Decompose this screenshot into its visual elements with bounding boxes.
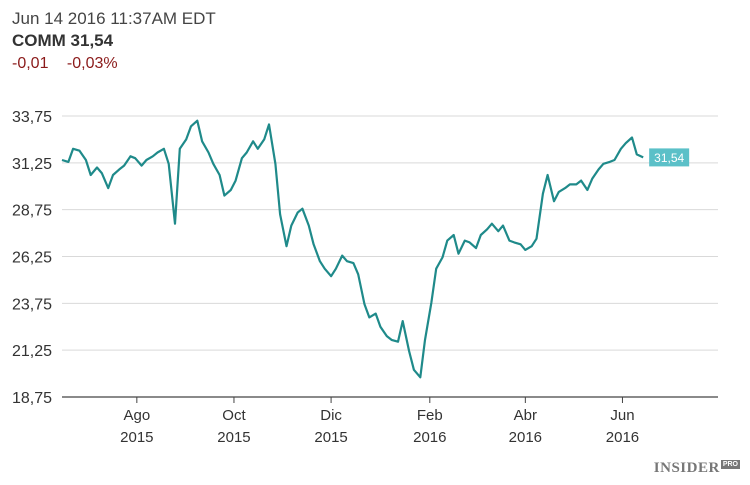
- y-axis: 33,75 31,25 28,75 26,25 23,75 21,25 18,75: [12, 109, 52, 407]
- y-tick-label: 23,75: [12, 296, 52, 313]
- y-tick-label: 28,75: [12, 203, 52, 220]
- x-tick-label: 2015: [217, 429, 250, 446]
- change-absolute: -0,01: [12, 55, 49, 72]
- insider-pro-logo: INSIDER PRO: [653, 460, 740, 476]
- last-price-badge-bg: [649, 148, 690, 167]
- x-axis: Ago 2015 Oct 2015 Dic 2015 Feb 2016 Abr 2016 Jun 20…: [120, 397, 639, 446]
- x-tick-label: Abr: [514, 407, 537, 424]
- x-tick-label: 2016: [606, 429, 639, 446]
- change-percent: -0,03%: [66, 55, 118, 72]
- x-tick-label: Ago: [123, 407, 150, 424]
- price-line: [61, 119, 644, 379]
- y-tick-label: 33,75: [12, 109, 52, 126]
- last-price-badge: 31,54: [649, 148, 690, 167]
- x-tick-label: 2016: [413, 429, 446, 446]
- price-change: -0,01 -0,03%: [12, 52, 216, 76]
- x-tick-label: 2016: [509, 429, 542, 446]
- grid-lines: [62, 115, 718, 398]
- y-tick-label: 21,25: [12, 343, 52, 360]
- y-tick-label: 26,25: [12, 250, 52, 267]
- x-tick-label: Jun: [610, 407, 634, 424]
- x-tick-label: Feb: [417, 407, 443, 424]
- timestamp: Jun 14 2016 11:37AM EDT: [12, 9, 216, 28]
- ticker-price: COMM 31,54: [12, 31, 114, 50]
- x-tick-label: Dic: [320, 407, 342, 424]
- quote-header: Jun 14 2016 11:37AM EDT COMM 31,54 -0,01…: [12, 8, 216, 76]
- x-tick-label: 2015: [120, 429, 153, 446]
- x-tick-label: 2015: [314, 429, 347, 446]
- last-price-label: 31,54: [654, 151, 684, 165]
- x-tick-label: Oct: [222, 407, 246, 424]
- y-tick-label: 18,75: [12, 390, 52, 407]
- y-tick-label: 31,25: [12, 156, 52, 173]
